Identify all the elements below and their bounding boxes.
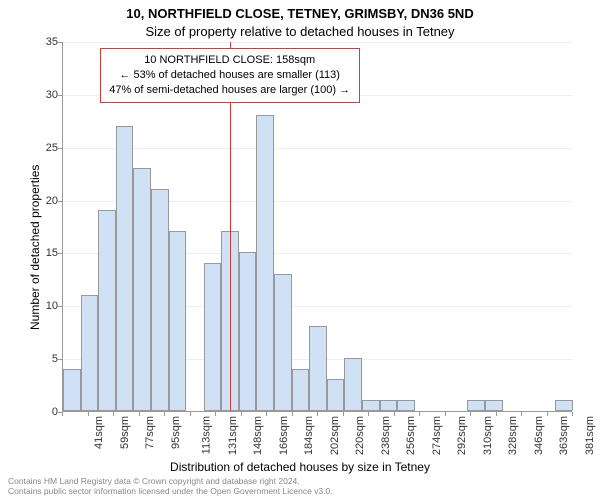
xtick-label: 256sqm xyxy=(405,416,417,455)
xtick-mark xyxy=(470,412,471,416)
xtick-mark xyxy=(139,412,140,416)
histogram-bar xyxy=(81,295,99,411)
ytick-label: 10 xyxy=(38,300,58,312)
histogram-bar xyxy=(133,168,151,411)
histogram-bar xyxy=(256,115,274,411)
xtick-label: 310sqm xyxy=(482,416,494,455)
histogram-bar xyxy=(204,263,222,411)
annotation-line3: 47% of semi-detached houses are larger (… xyxy=(107,83,353,98)
histogram-bar xyxy=(485,400,503,411)
footer-attribution: Contains HM Land Registry data © Crown c… xyxy=(8,476,333,496)
xtick-mark xyxy=(547,412,548,416)
ytick-label: 20 xyxy=(38,195,58,207)
annotation-line2: ← 53% of detached houses are smaller (11… xyxy=(107,68,353,83)
ytick-label: 15 xyxy=(38,247,58,259)
xtick-label: 292sqm xyxy=(456,416,468,455)
xtick-mark xyxy=(317,412,318,416)
plot-area: 10 NORTHFIELD CLOSE: 158sqm ← 53% of det… xyxy=(62,42,572,412)
histogram-bar xyxy=(309,326,327,411)
xtick-mark xyxy=(343,412,344,416)
xtick-mark xyxy=(88,412,89,416)
histogram-bar xyxy=(98,210,116,411)
histogram-bar xyxy=(239,252,257,411)
xtick-mark xyxy=(368,412,369,416)
gridline-y xyxy=(63,148,572,149)
footer-line1: Contains HM Land Registry data © Crown c… xyxy=(8,476,333,486)
xtick-label: 238sqm xyxy=(380,416,392,455)
annotation-box: 10 NORTHFIELD CLOSE: 158sqm ← 53% of det… xyxy=(100,48,360,103)
xtick-label: 363sqm xyxy=(558,416,570,455)
histogram-bar xyxy=(151,189,169,411)
xtick-mark xyxy=(496,412,497,416)
histogram-bar xyxy=(362,400,380,411)
xtick-label: 220sqm xyxy=(354,416,366,455)
xtick-mark xyxy=(241,412,242,416)
histogram-bar xyxy=(327,379,345,411)
xtick-label: 59sqm xyxy=(119,416,131,449)
xtick-label: 184sqm xyxy=(303,416,315,455)
xtick-mark xyxy=(419,412,420,416)
xtick-mark xyxy=(445,412,446,416)
xtick-mark xyxy=(292,412,293,416)
xtick-mark xyxy=(521,412,522,416)
histogram-bar xyxy=(116,126,134,411)
xtick-label: 381sqm xyxy=(584,416,596,455)
histogram-bar xyxy=(169,231,187,411)
xtick-mark xyxy=(394,412,395,416)
xtick-label: 148sqm xyxy=(252,416,264,455)
ytick-label: 30 xyxy=(38,89,58,101)
property-size-histogram: 10, NORTHFIELD CLOSE, TETNEY, GRIMSBY, D… xyxy=(0,0,600,500)
histogram-bar xyxy=(274,274,292,411)
x-axis-label: Distribution of detached houses by size … xyxy=(0,460,600,474)
histogram-bar xyxy=(397,400,415,411)
annotation-line1: 10 NORTHFIELD CLOSE: 158sqm xyxy=(107,53,353,68)
footer-line2: Contains public sector information licen… xyxy=(8,486,333,496)
xtick-mark xyxy=(113,412,114,416)
xtick-label: 131sqm xyxy=(227,416,239,455)
histogram-bar xyxy=(555,400,573,411)
ytick-label: 25 xyxy=(38,142,58,154)
xtick-mark xyxy=(190,412,191,416)
xtick-label: 95sqm xyxy=(170,416,182,449)
chart-title-main: 10, NORTHFIELD CLOSE, TETNEY, GRIMSBY, D… xyxy=(0,6,600,21)
histogram-bar xyxy=(63,369,81,411)
xtick-mark xyxy=(215,412,216,416)
xtick-label: 113sqm xyxy=(200,416,212,454)
ytick-label: 0 xyxy=(38,406,58,418)
histogram-bar xyxy=(380,400,398,411)
ytick-label: 35 xyxy=(38,36,58,48)
xtick-label: 346sqm xyxy=(533,416,545,455)
xtick-label: 328sqm xyxy=(507,416,519,455)
histogram-bar xyxy=(467,400,485,411)
xtick-label: 202sqm xyxy=(329,416,341,455)
chart-title-sub: Size of property relative to detached ho… xyxy=(0,24,600,39)
xtick-mark xyxy=(572,412,573,416)
xtick-label: 166sqm xyxy=(278,416,290,455)
xtick-label: 77sqm xyxy=(144,416,156,449)
gridline-y xyxy=(63,42,572,43)
xtick-mark xyxy=(164,412,165,416)
histogram-bar xyxy=(344,358,362,411)
xtick-label: 274sqm xyxy=(431,416,443,455)
ytick-label: 5 xyxy=(38,353,58,365)
histogram-bar xyxy=(292,369,310,411)
xtick-mark xyxy=(62,412,63,416)
xtick-label: 41sqm xyxy=(93,416,105,449)
xtick-mark xyxy=(266,412,267,416)
